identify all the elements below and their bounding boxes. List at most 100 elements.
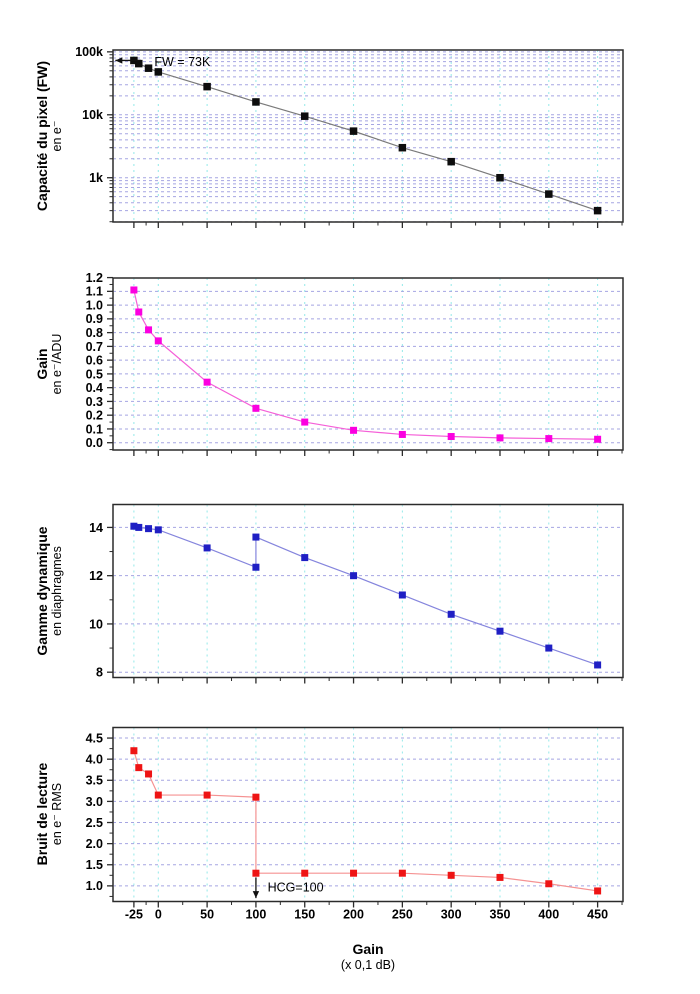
x-tick-label: 0 xyxy=(155,908,162,922)
dynamic-range-data-point xyxy=(398,591,406,599)
x-axis-title: Gain (x 0,1 dB) xyxy=(113,941,623,973)
y-tick-label: 1.1 xyxy=(86,285,103,299)
x-axis-title-text: Gain xyxy=(352,941,384,957)
y-axis-title-text: Bruit de lecture xyxy=(33,762,50,866)
y-tick-label: 1.0 xyxy=(86,298,103,312)
y-tick-label: 1.0 xyxy=(86,879,103,893)
y-tick-label: 0.2 xyxy=(86,409,103,423)
y-tick-label: 10k xyxy=(82,108,103,122)
gain-data-point xyxy=(252,404,260,412)
y-tick-label: 100k xyxy=(75,45,103,59)
annotation-label: HCG=100 xyxy=(268,881,324,895)
y-axis-title-text: Capacité du pixel (FW) xyxy=(33,60,50,212)
dynamic-range-data-point xyxy=(135,523,143,531)
dynamic-range-series-line xyxy=(133,525,598,666)
full-well-gridlines xyxy=(113,50,623,222)
y-tick-label: 0.1 xyxy=(86,422,103,436)
read-noise-data-point xyxy=(252,869,260,877)
read-noise-data-point xyxy=(203,791,211,799)
gain-data-point xyxy=(447,433,455,441)
gain-x-ticks xyxy=(133,450,623,456)
y-tick-label: 1.5 xyxy=(86,858,103,872)
full-well-y-ticks: 1k 10k 100k xyxy=(75,45,113,223)
full-well-data-point xyxy=(135,59,143,68)
dynamic-range-data-point xyxy=(545,644,553,652)
dynamic-range-data-point xyxy=(252,563,260,571)
y-axis-subtitle-text: en diaphragmes xyxy=(49,546,64,636)
full-well-x-ticks xyxy=(133,222,623,228)
gain-series-line xyxy=(133,289,598,440)
x-tick-label: 300 xyxy=(441,908,462,922)
read-noise-data-point xyxy=(301,869,309,877)
x-tick-label: 450 xyxy=(587,908,608,922)
x-tick-label: 250 xyxy=(392,908,413,922)
y-tick-label: 0.5 xyxy=(86,367,103,381)
read-noise-data-point xyxy=(350,869,358,877)
full-well-data-point xyxy=(203,82,211,91)
read-noise-data-point xyxy=(594,887,602,895)
y-tick-label: 4.0 xyxy=(86,753,103,767)
y-tick-label: 4.5 xyxy=(86,731,103,745)
gain-panel: 0.00.10.20.30.40.50.60.70.80.91.01.11.2 xyxy=(86,271,624,456)
full-well-data-point xyxy=(545,190,553,198)
x-tick-label: 400 xyxy=(538,908,559,922)
read-noise-data-point xyxy=(130,747,138,755)
dynamic-range-data-point xyxy=(203,544,211,552)
read-noise-x-ticks xyxy=(133,901,623,908)
read-noise-data-point xyxy=(447,871,455,879)
dynamic-range-data-point xyxy=(350,572,358,580)
dynamic-range-x-ticks xyxy=(133,677,623,684)
full-well-data-point xyxy=(496,173,504,182)
gain-data-point xyxy=(203,378,211,386)
gain-data-point xyxy=(154,337,162,345)
y-tick-label: 0.0 xyxy=(86,436,103,450)
y-tick-label: 10 xyxy=(89,617,103,631)
gain-data-point xyxy=(545,435,553,443)
y-axis-subtitle-text: en e⁻ RMS xyxy=(49,782,64,846)
gain-data-point xyxy=(301,418,309,426)
y-tick-label: 0.7 xyxy=(86,340,103,354)
x-tick-label: 150 xyxy=(294,908,315,922)
full-well-panel: 1k 10k 100k FW = 73K xyxy=(75,45,624,228)
gain-frame xyxy=(112,277,624,451)
dynamic-range-data-point xyxy=(447,610,455,618)
full-well-data-point xyxy=(447,157,455,166)
gain-data-point xyxy=(135,308,143,316)
y-tick-label: 0.6 xyxy=(86,354,103,368)
read-noise-data-point xyxy=(135,764,143,772)
full-well-data-point xyxy=(144,64,153,72)
y-tick-label: 0.4 xyxy=(86,381,103,395)
read-noise-series-line xyxy=(133,750,598,892)
y-axis-title-gain: Gain en e⁻/ADU xyxy=(34,334,64,395)
read-noise-data-point xyxy=(545,880,553,888)
y-tick-label: 8 xyxy=(96,666,103,680)
gain-data-point xyxy=(130,286,138,294)
read-noise-frame xyxy=(112,726,624,903)
y-axis-subtitle-text: en e⁻/ADU xyxy=(49,333,64,395)
y-tick-label: 12 xyxy=(89,569,103,583)
gain-data-point xyxy=(398,430,406,438)
y-tick-label: 1.2 xyxy=(86,271,103,285)
gain-y-ticks: 0.00.10.20.30.40.50.60.70.80.91.01.11.2 xyxy=(86,271,113,451)
x-axis-subtitle-text: (x 0,1 dB) xyxy=(340,957,396,972)
read-noise-panel: 1.0 1.5 2.0 2.5 3.0 3.5 4.0 4.5 -25 0 50 100 150 200 2… xyxy=(86,726,624,922)
dynamic-range-data-point xyxy=(496,627,504,635)
dynamic-range-data-point xyxy=(130,522,138,530)
x-tick-label: 200 xyxy=(343,908,364,922)
read-noise-data-point xyxy=(398,869,406,877)
y-tick-label: 0.9 xyxy=(86,312,103,326)
gain-data-point xyxy=(145,326,153,334)
y-tick-label: 0.8 xyxy=(86,326,103,340)
read-noise-data-point xyxy=(252,793,260,801)
full-well-data-point xyxy=(252,98,260,106)
dynamic-range-data-point xyxy=(145,525,153,533)
dynamic-range-frame xyxy=(112,503,624,679)
y-tick-label: 3.5 xyxy=(86,774,103,788)
full-well-data-point xyxy=(154,68,163,76)
annotation-arrowhead xyxy=(115,57,123,64)
y-axis-title-full-well: Capacité du pixel (FW) en e⁻ xyxy=(34,61,64,211)
x-tick-label: 50 xyxy=(200,908,214,922)
y-tick-label: 1k xyxy=(89,171,103,185)
